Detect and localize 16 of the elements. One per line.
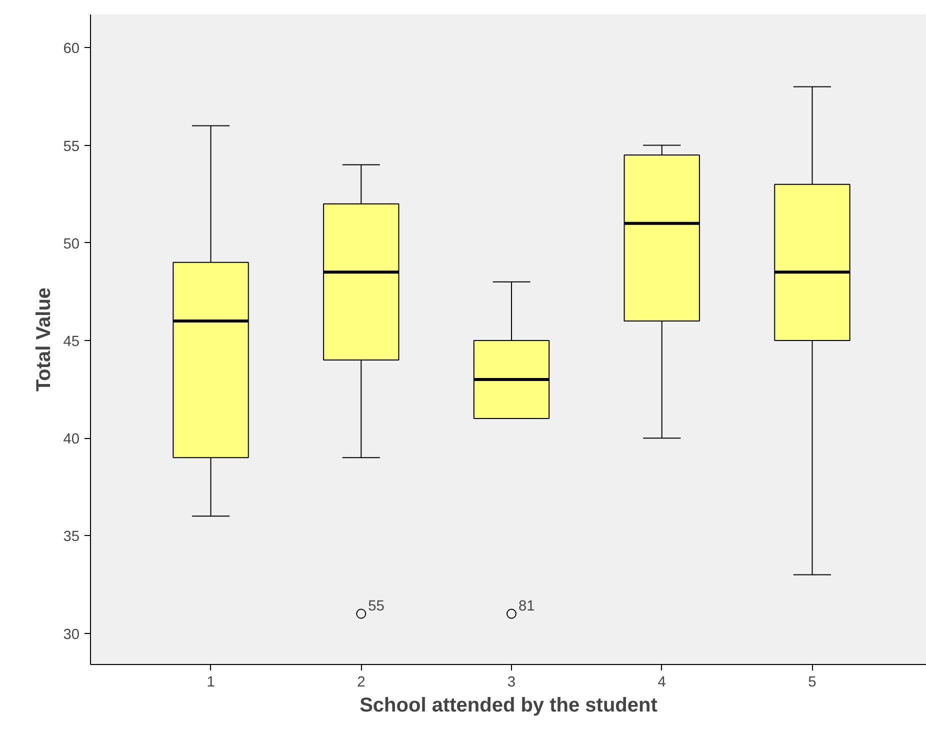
x-tick-label: 5 [808,674,816,690]
y-tick-label: 40 [63,432,80,448]
y-tick-label: 45 [63,334,80,350]
x-tick-label: 3 [507,674,516,690]
y-tick-label: 50 [63,236,80,252]
x-tick-label: 1 [206,674,215,690]
y-tick-label: 55 [63,138,80,155]
y-tick-label: 30 [63,626,80,643]
y-tick-label: 35 [63,529,80,546]
y-axis-title: Total Value [33,287,56,392]
annotation: 55 [368,598,384,615]
y-tick-label: 60 [63,41,80,58]
annotation: 81 [518,598,535,615]
x-axis-title: School attended by the student [360,694,658,716]
x-tick-label: 2 [357,674,366,690]
x-tick-label: 4 [658,674,666,690]
